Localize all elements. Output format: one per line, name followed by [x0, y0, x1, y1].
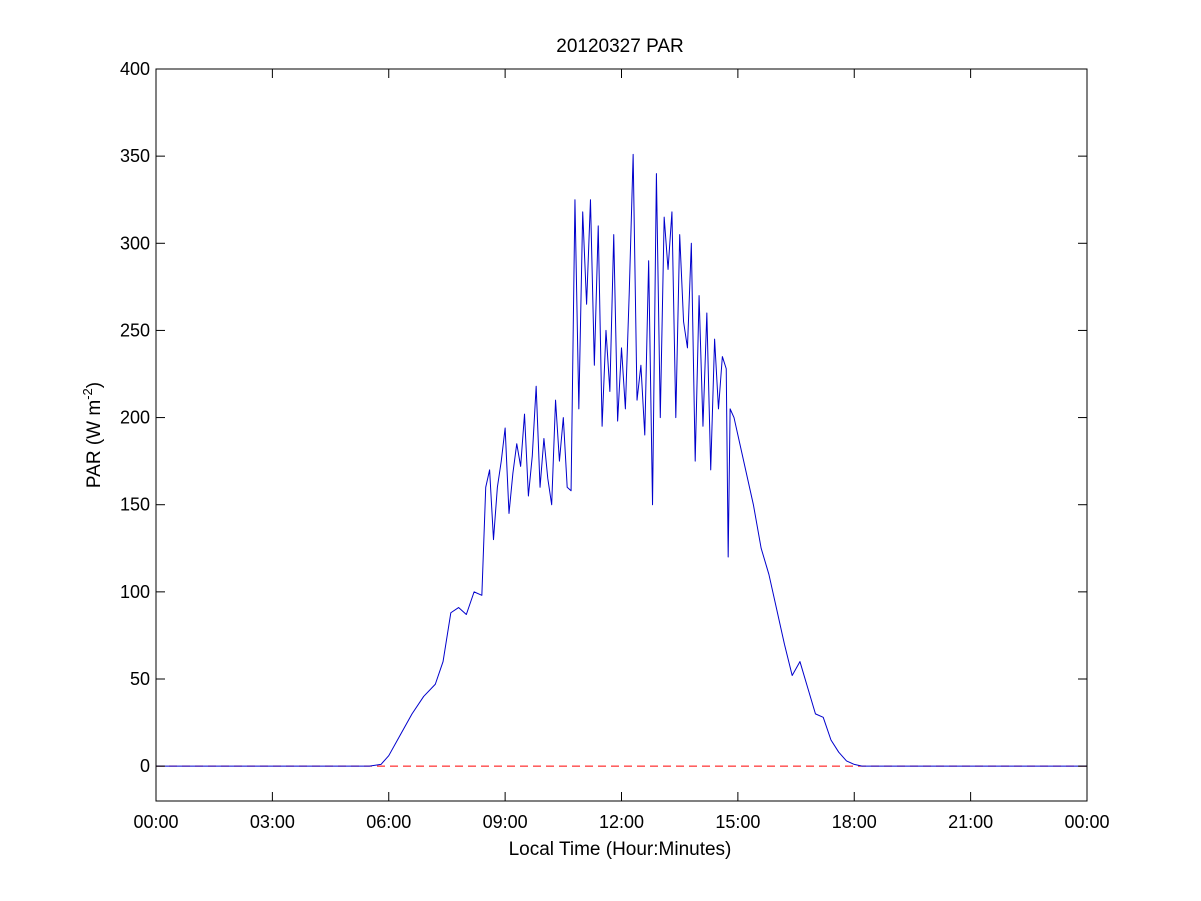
y-tick-label: 250 [120, 320, 150, 340]
plot-area [156, 153, 1087, 767]
y-tick-label: 100 [120, 582, 150, 602]
x-tick-label: 12:00 [599, 812, 644, 832]
x-tick-label: 00:00 [1064, 812, 1109, 832]
y-tick-label: 150 [120, 495, 150, 515]
x-tick-label: 06:00 [366, 812, 411, 832]
y-axis-label-superscript: -2 [80, 388, 95, 400]
x-tick-label: 21:00 [948, 812, 993, 832]
y-tick-label: 200 [120, 408, 150, 428]
x-tick-label: 18:00 [832, 812, 877, 832]
x-tick-label: 09:00 [483, 812, 528, 832]
x-tick-label: 03:00 [250, 812, 295, 832]
x-tick-label: 00:00 [133, 812, 178, 832]
y-tick-label: 300 [120, 233, 150, 253]
x-tick-label: 15:00 [715, 812, 760, 832]
y-axis-label: PAR (W m-2) [80, 382, 105, 488]
y-tick-label: 50 [130, 669, 150, 689]
axis-ticks: 00:00 03:00 06:00 09:00 12:00 15:00 18:00 21:00… [120, 59, 1110, 832]
y-tick-label: 0 [140, 756, 150, 776]
chart-title: 20120327 PAR [556, 36, 683, 57]
x-axis-label: Local Time (Hour:Minutes) [509, 839, 732, 860]
y-axis-label-close: ) [84, 382, 105, 388]
par-series-line [156, 153, 1087, 767]
axes-frame [155, 68, 1088, 802]
y-axis-label-main: PAR (W m [84, 400, 105, 488]
y-tick-label: 350 [120, 146, 150, 166]
y-tick-label: 400 [120, 59, 150, 79]
